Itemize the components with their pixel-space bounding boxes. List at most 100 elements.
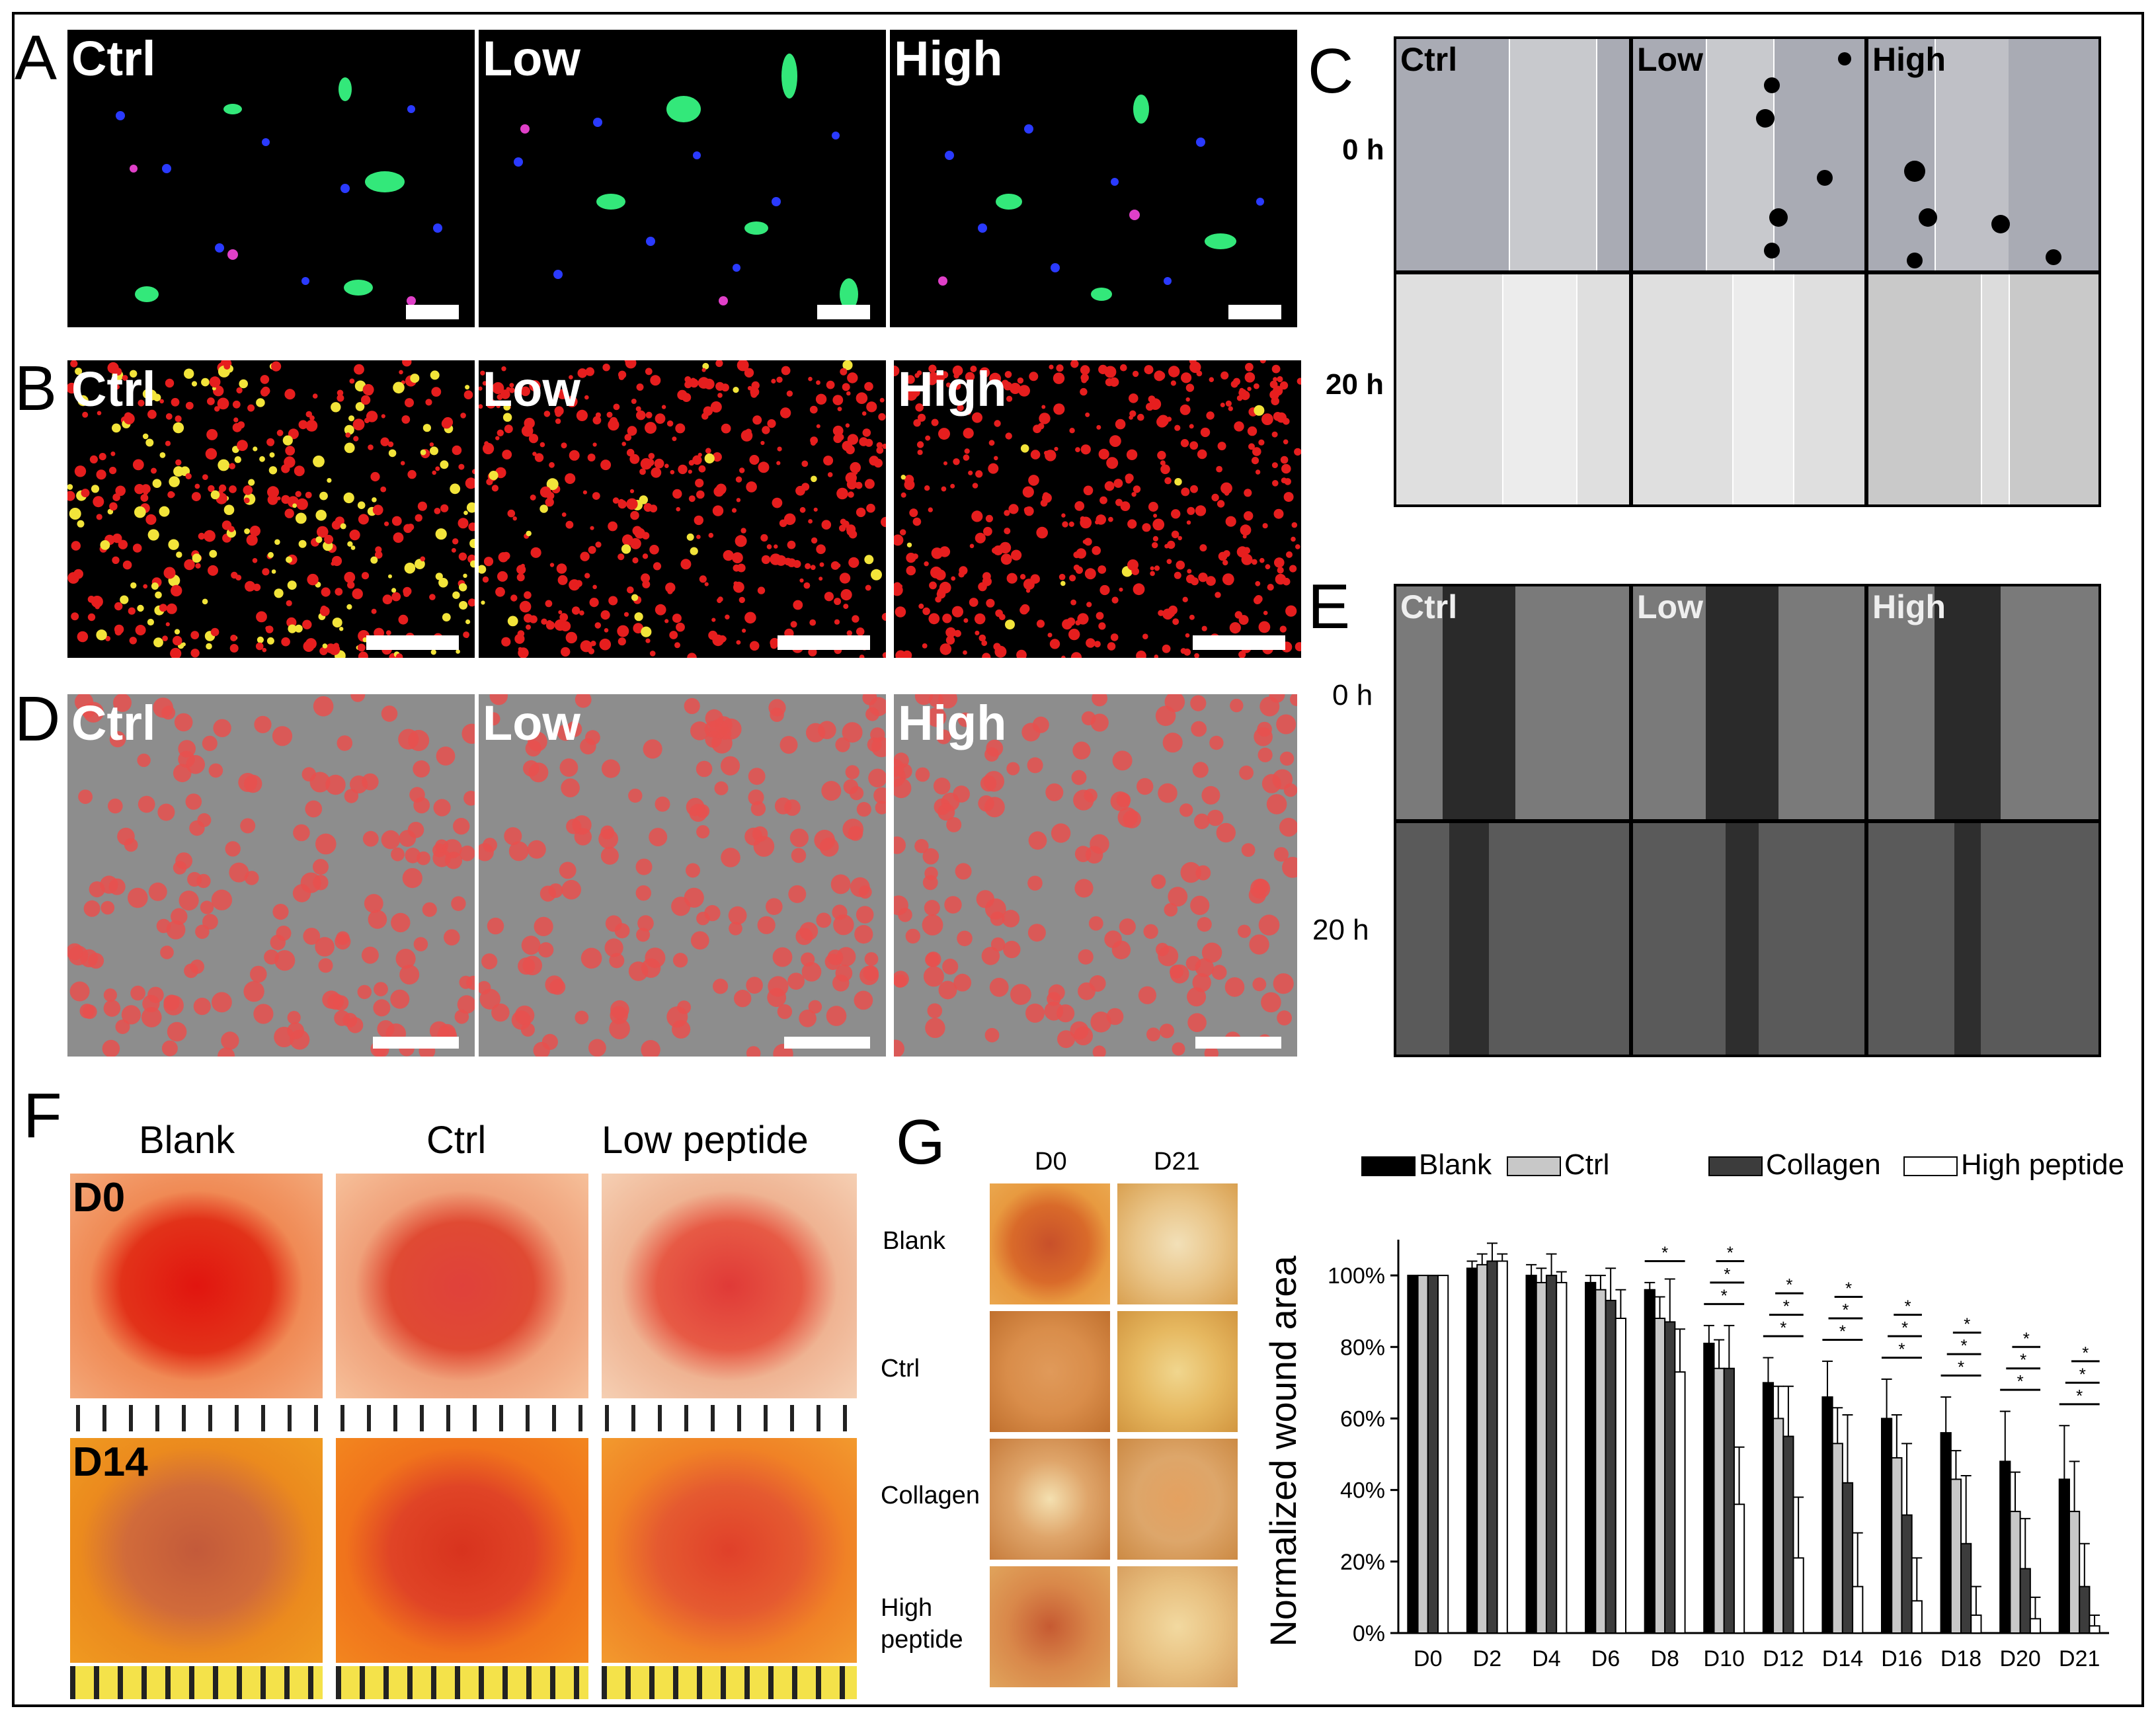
cell-dot (575, 580, 582, 587)
cell-dot (978, 634, 986, 642)
cell-dot (714, 781, 729, 795)
cell-dot (713, 979, 729, 994)
cell-dot (922, 848, 939, 865)
cell-dot (749, 641, 760, 651)
cell-dot (914, 839, 929, 854)
cell-dot (168, 539, 179, 550)
cell-dot (606, 411, 613, 418)
cell-dot (639, 495, 648, 504)
cell-dot (639, 468, 646, 475)
cell-dot (430, 649, 436, 655)
cell-dot (399, 830, 417, 847)
cell-dot (927, 1003, 943, 1019)
cell-dot (261, 386, 270, 395)
cell-dot (479, 404, 483, 409)
cell-dot (849, 785, 864, 801)
panel-f-d14-blank: D14 (70, 1438, 323, 1663)
cell-dot (230, 634, 237, 642)
cell-dot (676, 506, 680, 512)
cell-dot (642, 580, 651, 588)
cell-dot (641, 532, 650, 540)
cell-dot (1286, 551, 1293, 558)
cell-dot (592, 416, 602, 424)
cell-dot (229, 862, 249, 883)
cell-dot (735, 535, 747, 547)
cell-dot (559, 613, 569, 621)
cell-dot (331, 402, 341, 413)
cell-dot (760, 440, 765, 446)
cell-dot (195, 563, 201, 569)
cell-dot (1172, 618, 1179, 625)
cell-dot (1146, 1027, 1160, 1042)
cell-dot (1119, 587, 1123, 592)
cell-dot (243, 980, 264, 1002)
cell-dot (900, 529, 906, 536)
cell-dot (684, 698, 700, 714)
panel-label-d: D (15, 684, 61, 754)
cell-dot (228, 526, 235, 532)
cell-dot (975, 532, 986, 543)
cell-dot (739, 596, 745, 604)
cell-dot (1075, 447, 1080, 452)
cell-dot (1263, 610, 1268, 616)
cell-dot (861, 411, 867, 416)
cell-dot (249, 526, 260, 537)
cell-dot (205, 448, 218, 460)
cell-dot (67, 484, 73, 490)
cell-dot (516, 565, 526, 575)
cell-dot (422, 424, 432, 432)
bar-high-peptide (1615, 1318, 1626, 1634)
legend-swatch (1903, 1156, 1958, 1176)
cell-dot (811, 537, 818, 544)
cell-dot (924, 900, 940, 916)
cell-dot (826, 380, 835, 389)
cell-dot (112, 556, 120, 564)
cell-dot (256, 398, 265, 407)
cell-dot (185, 793, 202, 810)
cell-dot (388, 449, 397, 458)
cell-dot (1201, 942, 1222, 963)
cell-dot (737, 360, 749, 372)
cell-dot (904, 475, 914, 485)
cell-dot (163, 995, 184, 1016)
cell-dot (502, 551, 510, 560)
cell-dot (1070, 652, 1082, 658)
cell-dot (1078, 949, 1094, 965)
panel-f-col-ctrl: Ctrl (426, 1119, 487, 1162)
cell-dot (108, 798, 123, 814)
cell-dot (799, 1010, 817, 1027)
cell-dot (303, 928, 321, 945)
cell-dot (402, 360, 412, 367)
cell-dot (684, 887, 704, 908)
cell-dot (70, 360, 78, 368)
cell-dot (1006, 762, 1020, 776)
cell-dot (1154, 655, 1159, 658)
chart-x-ticks: D0 D2 D4 D6 D8 D10 D12 D14 D16 D18 D20 D21 (1414, 1646, 2100, 1671)
cell-dot (507, 509, 516, 518)
cell-dot (585, 367, 594, 376)
cell-dot (735, 476, 742, 483)
cell-dot (772, 947, 793, 967)
panel-c-20h-ctrl (1396, 274, 1629, 504)
bar-blank (1999, 1460, 2011, 1634)
cell-dot (628, 788, 643, 803)
cell-dot (847, 434, 859, 445)
cell-dot (495, 436, 500, 440)
cell-dot (456, 649, 460, 654)
cell-dot (287, 1011, 301, 1025)
cell-dot (1164, 902, 1178, 917)
cell-dot (67, 491, 75, 501)
cell-dot (265, 625, 270, 631)
cell-dot (1078, 982, 1096, 1000)
cell-dot (78, 789, 93, 804)
cell-dot (319, 647, 328, 655)
cell-dot (774, 797, 792, 815)
x-tick-label: D2 (1473, 1646, 1501, 1671)
cell-dot (989, 372, 1002, 385)
cell-dot (799, 922, 818, 941)
cell-dot (894, 778, 912, 799)
cell-dot (237, 421, 245, 429)
cell-dot (852, 615, 859, 623)
cell-dot (1032, 716, 1049, 733)
cell-dot (1061, 655, 1066, 658)
